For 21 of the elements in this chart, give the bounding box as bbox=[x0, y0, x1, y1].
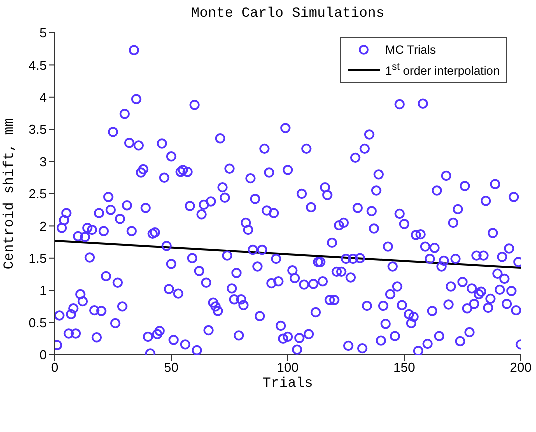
y-tick-label: 2 bbox=[40, 218, 47, 234]
y-tick-label: 4.5 bbox=[28, 58, 47, 73]
y-axis-title: Centroid shift, mm bbox=[2, 118, 18, 270]
y-tick-label: 4 bbox=[40, 90, 47, 106]
legend-label: MC Trials bbox=[385, 43, 436, 57]
x-tick-label: 150 bbox=[394, 360, 416, 376]
y-tick-label: 5 bbox=[40, 26, 47, 41]
y-tick-label: 0.5 bbox=[28, 315, 47, 330]
y-tick-label: 0 bbox=[40, 348, 47, 363]
x-tick-label: 0 bbox=[51, 360, 59, 376]
x-tick-label: 200 bbox=[510, 360, 532, 376]
y-tick-label: 3 bbox=[40, 154, 47, 170]
x-tick-label: 100 bbox=[277, 360, 299, 376]
y-tick-label: 3.5 bbox=[28, 122, 47, 138]
x-axis-title: Trials bbox=[262, 376, 314, 392]
legend-label: 1$^{st}$ order interpolation bbox=[385, 62, 500, 78]
chart-title: Monte Carlo Simulations bbox=[190, 6, 386, 22]
x-tick-label: 50 bbox=[164, 360, 179, 376]
y-tick-label: 1.5 bbox=[28, 251, 47, 266]
y-tick-label: 1 bbox=[40, 283, 47, 298]
y-tick-label: 2.5 bbox=[28, 186, 47, 202]
